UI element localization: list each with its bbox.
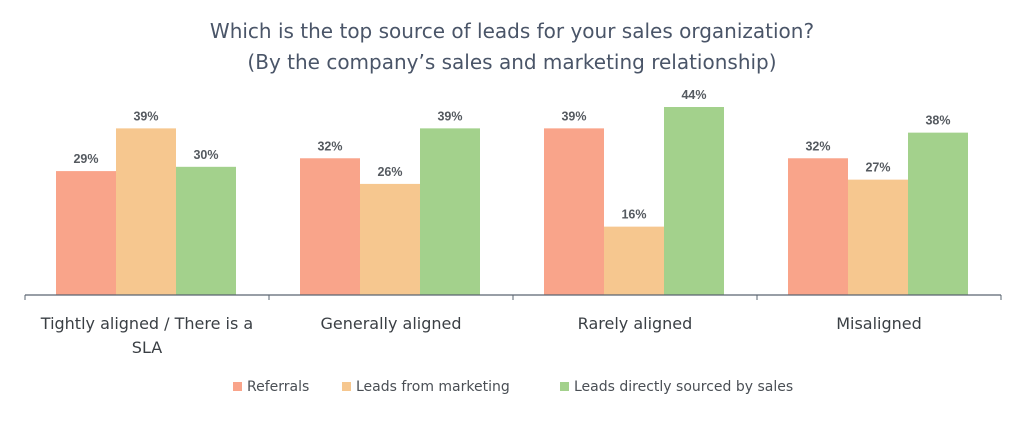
- bar-leads-directly-sourced-by-sales-1: [420, 128, 480, 295]
- bar-leads-from-marketing-3: [848, 179, 908, 295]
- bar-referrals-3: [788, 158, 848, 295]
- x-tick-label-2: Rarely aligned: [578, 314, 693, 333]
- legend-label-referrals: Referrals: [247, 379, 309, 395]
- value-label-referrals-1: 32%: [317, 139, 342, 153]
- value-labels-layer: 29% 39% 30% 32% 26% 39% 39% 16% 44% 32% 27% 38%: [73, 88, 950, 222]
- bar-leads-from-marketing-1: [360, 183, 420, 295]
- chart-title: Which is the top source of leads for you…: [210, 19, 814, 43]
- chart-subtitle: (By the company’s sales and marketing re…: [247, 50, 776, 74]
- legend-swatch-leads-from-marketing: [342, 382, 351, 391]
- bar-referrals-2: [544, 128, 604, 295]
- legend: Referrals Leads from marketing Leads direc…: [233, 379, 793, 395]
- legend-label-leads-directly-sourced-by-sales: Leads directly sourced by sales: [574, 379, 793, 395]
- bar-leads-from-marketing-0: [116, 128, 176, 295]
- bar-leads-directly-sourced-by-sales-0: [176, 166, 236, 295]
- value-label-leads-directly-sourced-by-sales-2: 44%: [681, 88, 706, 102]
- x-tick-label-0-line-0: Tightly aligned / There is a: [40, 314, 253, 333]
- x-tick-label-0-line-1: SLA: [132, 338, 162, 357]
- bar-leads-directly-sourced-by-sales-3: [908, 132, 968, 295]
- legend-swatch-leads-directly-sourced-by-sales: [560, 382, 569, 391]
- x-axis: Tightly aligned / There is a SLA Generally…: [24, 294, 1002, 357]
- legend-swatch-referrals: [233, 382, 242, 391]
- bar-leads-from-marketing-2: [604, 226, 664, 295]
- legend-label-leads-from-marketing: Leads from marketing: [356, 379, 510, 395]
- value-label-leads-from-marketing-1: 26%: [377, 165, 402, 179]
- x-tick-label-1: Generally aligned: [320, 314, 461, 333]
- value-label-leads-directly-sourced-by-sales-0: 30%: [193, 148, 218, 162]
- bars-layer: [56, 107, 968, 295]
- value-label-referrals-0: 29%: [73, 152, 98, 166]
- value-label-leads-from-marketing-2: 16%: [621, 208, 646, 222]
- value-label-leads-directly-sourced-by-sales-1: 39%: [437, 109, 462, 123]
- value-label-referrals-2: 39%: [561, 109, 586, 123]
- bar-referrals-1: [300, 158, 360, 295]
- value-label-leads-directly-sourced-by-sales-3: 38%: [925, 114, 950, 128]
- value-label-referrals-3: 32%: [805, 139, 830, 153]
- bar-referrals-0: [56, 171, 116, 295]
- x-tick-label-3: Misaligned: [836, 314, 922, 333]
- value-label-leads-from-marketing-0: 39%: [133, 109, 158, 123]
- bar-leads-directly-sourced-by-sales-2: [664, 107, 724, 295]
- value-label-leads-from-marketing-3: 27%: [865, 161, 890, 175]
